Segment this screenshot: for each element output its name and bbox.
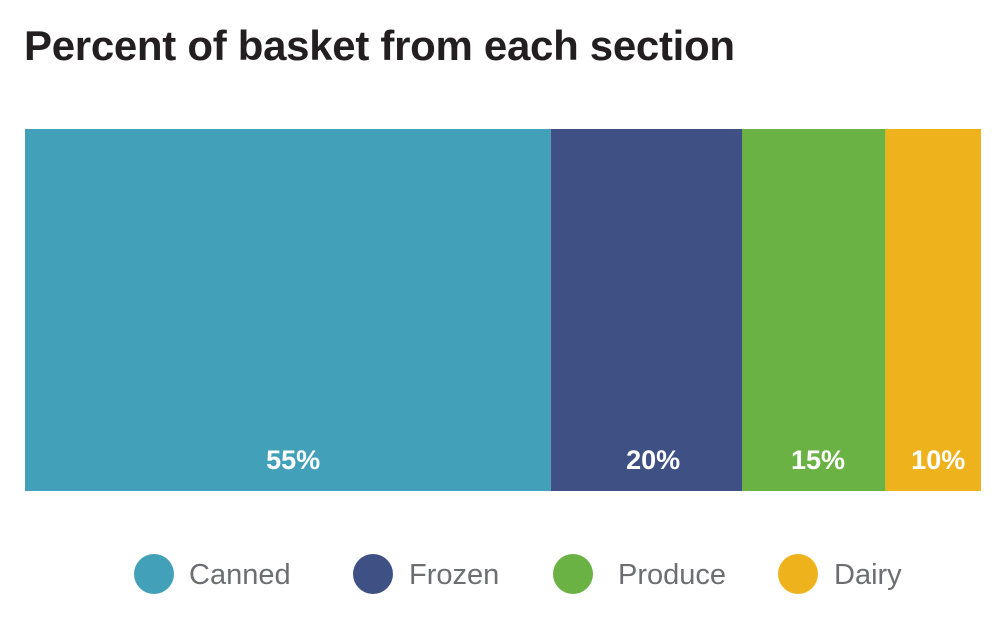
data-label-produce: 15% [791, 445, 845, 475]
legend: Canned Frozen Produce Dairy [134, 554, 902, 594]
legend-label-frozen: Frozen [409, 559, 499, 591]
chart-title: Percent of basket from each section [24, 22, 735, 69]
legend-swatch-produce [553, 554, 593, 594]
bar-segment-dairy [885, 129, 981, 491]
legend-label-canned: Canned [189, 559, 291, 591]
bar-segment-produce [742, 129, 886, 491]
bar-segment-frozen [550, 129, 742, 491]
legend-swatch-dairy [778, 554, 818, 594]
legend-swatch-frozen [353, 554, 393, 594]
legend-swatch-canned [134, 554, 174, 594]
bar-segment-canned [25, 129, 551, 491]
data-label-frozen: 20% [626, 445, 680, 475]
data-label-canned: 55% [266, 445, 320, 475]
legend-label-produce: Produce [618, 559, 726, 591]
bar-segments: 55% 20% 15% 10% [25, 129, 981, 491]
data-label-dairy: 10% [911, 445, 965, 475]
legend-label-dairy: Dairy [834, 559, 902, 591]
